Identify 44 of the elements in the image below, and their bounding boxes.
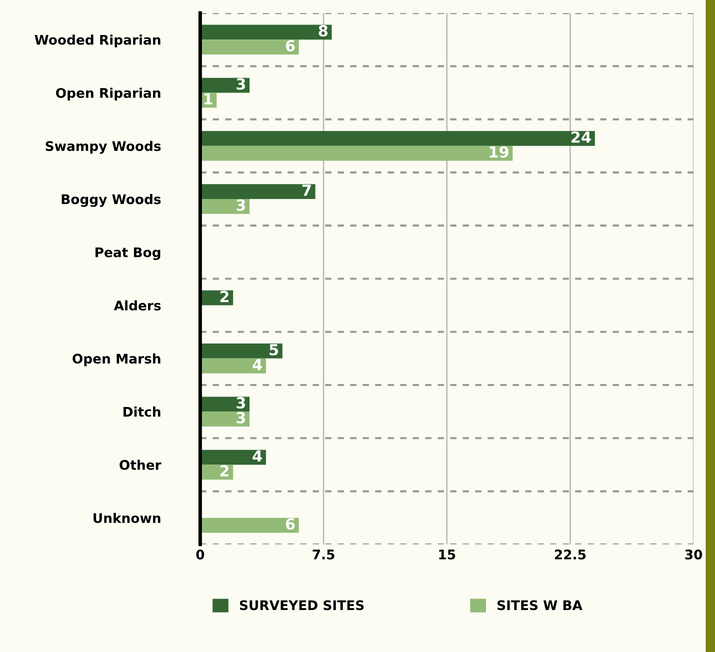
bar [200,184,316,200]
data-label: 3 [236,199,246,211]
y-tick-label: Ditch [124,406,160,417]
data-label: 5 [270,344,278,356]
bar [200,358,266,374]
bar [200,40,299,54]
x-tick-label: 7.5 [312,550,334,560]
y-tick-label: Boggy Woods [62,194,161,207]
bar [200,518,299,533]
data-label: 3 [236,78,246,90]
data-label: 3 [236,412,246,424]
data-label: 7 [302,184,311,196]
data-label: 1 [204,93,212,104]
legend-label: SURVEYED SITES [240,600,364,610]
bar [200,344,282,358]
x-tick-label: 0 [196,550,204,560]
y-tick-label: Alders [114,300,161,310]
bar [200,199,250,214]
y-tick-label: Other [120,460,162,470]
y-tick-label: Peat Bog [96,248,160,260]
legend-label: SITES W BA [498,600,582,610]
data-label: 6 [286,518,295,530]
y-tick-label: Open Marsh [72,353,160,366]
bar [200,396,250,412]
bar [200,24,332,40]
data-label: 24 [572,131,591,143]
x-tick-label: 30 [685,550,702,560]
data-label: 2 [220,290,228,302]
data-label: 19 [490,146,508,158]
data-label: 6 [286,40,295,52]
data-label: 3 [236,397,246,409]
bar [200,131,595,146]
y-tick-label: Unknown [94,512,160,524]
x-tick-label: 15 [439,550,456,560]
y-tick-label: Open Riparian [56,88,160,101]
bar [200,412,250,426]
x-tick-label: 22.5 [554,550,586,560]
y-tick-label: Swampy Woods [46,140,161,154]
data-label: 8 [318,25,328,37]
data-label: 4 [252,358,262,370]
data-label: 2 [220,465,228,476]
y-tick-label: Wooded Riparian [34,34,160,48]
data-label: 4 [252,450,262,462]
bar [200,146,513,161]
